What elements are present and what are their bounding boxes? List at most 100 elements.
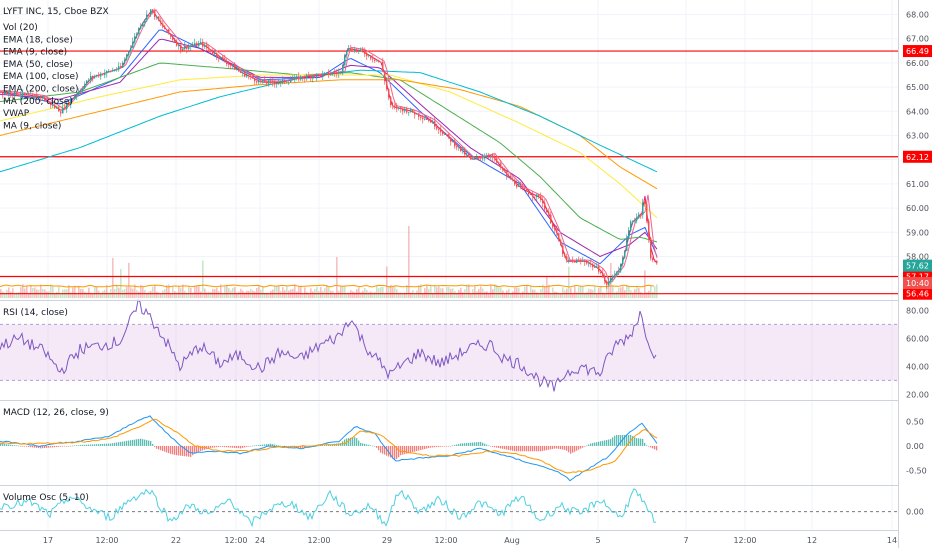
volume-bar [156, 291, 158, 298]
macd-histogram-bar [536, 445, 538, 452]
candle-body [164, 26, 166, 30]
candle-body [134, 36, 136, 42]
candle-body [90, 76, 92, 80]
volume-bar [612, 285, 614, 298]
macd-tick-label: 0.50 [906, 418, 924, 427]
macd-histogram-bar [456, 444, 458, 446]
candle-body [416, 113, 418, 115]
macd-histogram-bar [146, 440, 148, 446]
volume-bar [440, 288, 442, 298]
candle-body [102, 74, 104, 76]
candle-body [516, 184, 518, 187]
rsi-tick-label: 40.00 [906, 362, 929, 371]
candle-body [66, 102, 68, 109]
rsi-tick-label: 20.00 [906, 390, 929, 399]
volume-bar [106, 284, 108, 298]
macd-histogram-bar [208, 445, 210, 449]
candle-body [230, 64, 232, 66]
x-tick-label: 12:00 [307, 536, 330, 545]
x-tick-label: 29 [382, 536, 392, 545]
candle-body [290, 80, 292, 83]
candle-body [372, 58, 374, 60]
candle-body [72, 98, 74, 100]
volume-bar [360, 292, 362, 298]
candle-body [186, 46, 188, 49]
volume-osc-pane[interactable] [0, 488, 898, 528]
volume-bar [418, 285, 420, 298]
candle-body [646, 203, 648, 222]
candle-body [520, 185, 522, 187]
macd-histogram-bar [496, 445, 498, 448]
candle-body [576, 260, 578, 263]
candle-body [128, 51, 130, 55]
candle-body [488, 156, 490, 158]
candle-body [206, 44, 208, 48]
candle-body [242, 72, 244, 73]
macd-histogram-bar [318, 445, 320, 447]
volume-bar [346, 293, 348, 298]
candle-body [46, 100, 48, 102]
macd-histogram-bar [438, 445, 440, 447]
macd-histogram-bar [586, 445, 588, 447]
price-tick-label: 58.00 [906, 252, 929, 261]
candle-body [534, 196, 536, 198]
candle-body [78, 91, 80, 95]
macd-histogram-bar [118, 442, 120, 446]
candle-body [182, 48, 184, 51]
volume-bar [298, 286, 300, 298]
volume-bar [406, 284, 408, 298]
rsi-pane[interactable] [0, 299, 898, 392]
volume-bar [460, 287, 462, 298]
price-tick-label: 66.00 [906, 59, 929, 68]
volume-bar [530, 285, 532, 298]
candle-body [176, 41, 178, 46]
macd-histogram-bar [604, 440, 606, 446]
macd-histogram-bar [78, 445, 80, 446]
macd-histogram-bar [164, 445, 166, 452]
candle-body [402, 108, 404, 112]
candle-body [12, 94, 14, 96]
volume-bar [364, 287, 366, 298]
macd-pane[interactable] [0, 415, 658, 482]
macd-histogram-bar [602, 440, 604, 446]
volume-bar [70, 292, 72, 298]
macd-histogram-bar [46, 445, 48, 448]
macd-histogram-bar [348, 438, 350, 446]
current-price-tag-label: 57.62 [906, 262, 929, 271]
macd-histogram-bar [490, 445, 492, 447]
macd-histogram-bar [60, 445, 62, 447]
price-pane[interactable] [0, 8, 898, 298]
candle-body [376, 60, 378, 62]
indicator-label: EMA (18, close) [3, 35, 73, 45]
candle-body [550, 214, 552, 224]
candle-body [334, 72, 336, 74]
macd-histogram-bar [442, 445, 444, 447]
macd-histogram-bar [400, 445, 402, 456]
macd-histogram-bar [574, 445, 576, 452]
candle-body [632, 221, 634, 222]
candle-body [480, 157, 482, 159]
moving-average-line [0, 62, 658, 243]
volume-bar [312, 291, 314, 298]
macd-histogram-bar [628, 434, 630, 446]
candle-body [628, 230, 630, 239]
macd-histogram-bar [18, 445, 20, 447]
rsi-band [0, 324, 898, 381]
candle-body [450, 137, 452, 142]
candle-body [386, 81, 388, 90]
volume-ma-line [0, 284, 655, 288]
volume-bar [56, 291, 58, 298]
candle-body [76, 94, 78, 97]
macd-histogram-bar [198, 445, 200, 452]
candle-body [84, 84, 86, 89]
candle-body [258, 80, 260, 83]
macd-histogram-bar [350, 437, 352, 446]
macd-histogram-bar [278, 445, 280, 446]
candle-body [260, 80, 262, 82]
macd-histogram-bar [598, 441, 600, 446]
candle-body [468, 154, 470, 157]
macd-histogram-bar [110, 443, 112, 446]
macd-histogram-bar [254, 445, 256, 447]
macd-histogram-bar [4, 443, 6, 446]
